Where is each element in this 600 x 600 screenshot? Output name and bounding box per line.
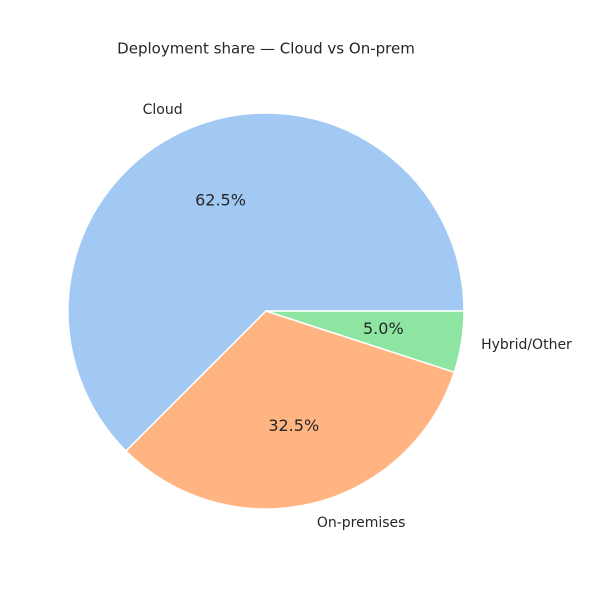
slice-label: Cloud <box>143 102 183 118</box>
slice-value-label: 32.5% <box>268 416 319 435</box>
slice-value-label: 62.5% <box>195 191 246 210</box>
pie-slice <box>124 310 456 510</box>
chart-title: Deployment share — Cloud vs On-prem <box>117 40 415 58</box>
slice-label: On-premises <box>317 515 406 531</box>
pie-slice <box>265 310 465 374</box>
slice-label: Hybrid/Other <box>481 337 572 353</box>
slice-value-label: 5.0% <box>363 319 404 338</box>
pie-slice <box>67 112 465 453</box>
